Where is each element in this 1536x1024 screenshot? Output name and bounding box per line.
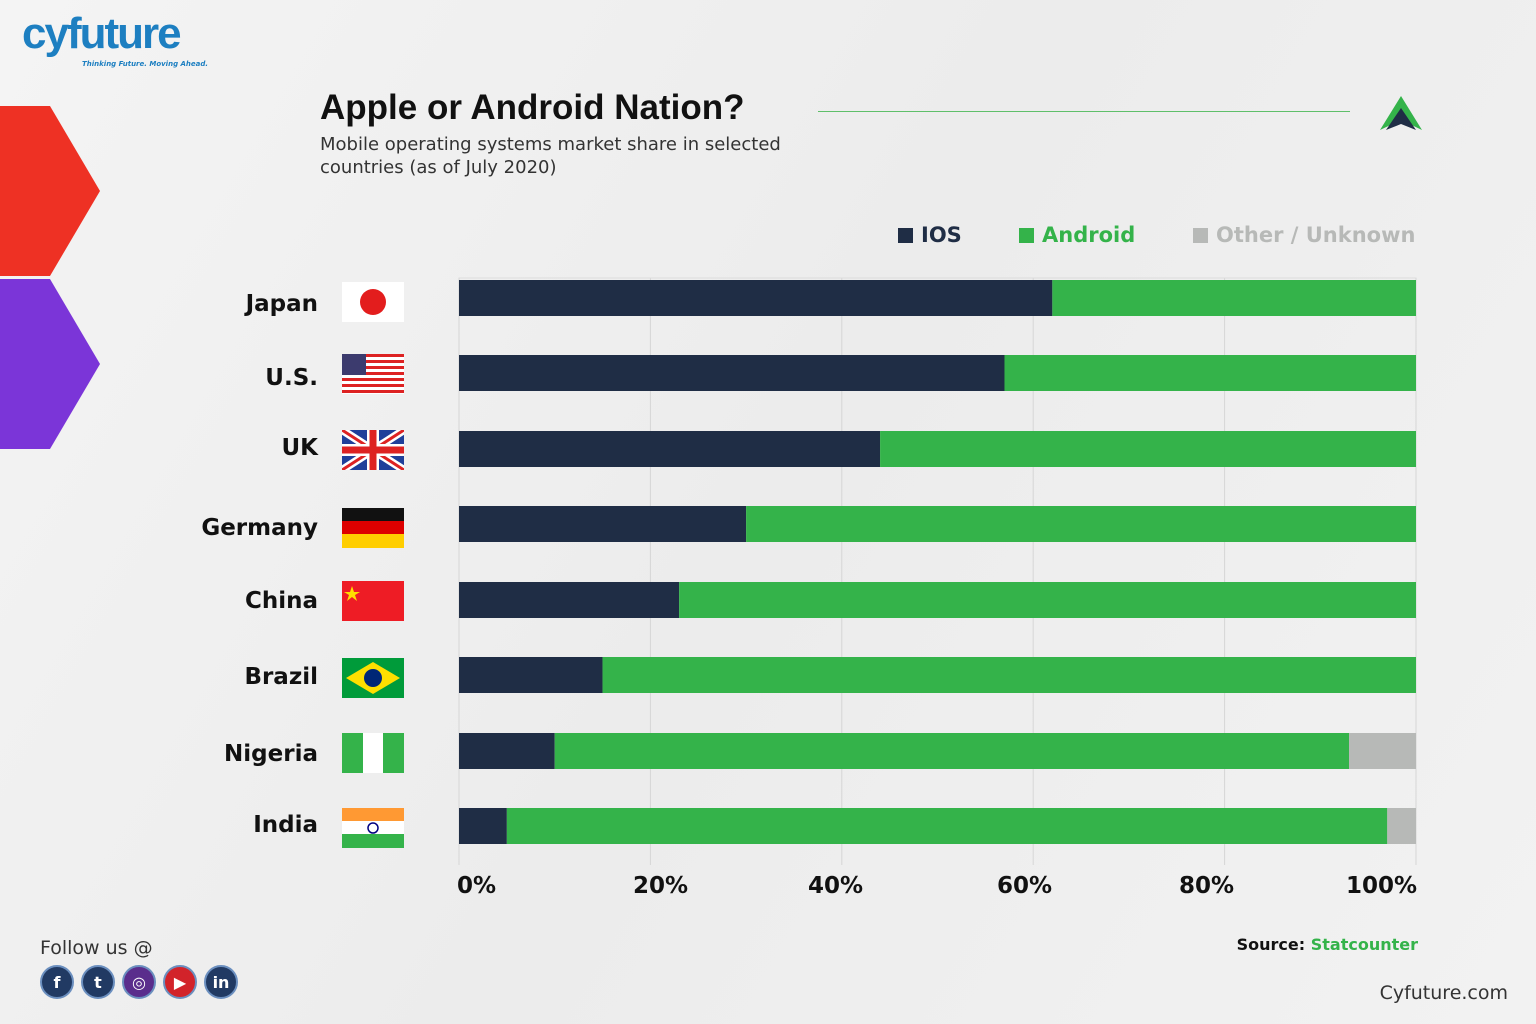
label-india: India [253, 812, 318, 838]
bar-uk-android [880, 431, 1416, 467]
label-us: U.S. [265, 365, 318, 391]
tick-20: 20% [633, 873, 689, 899]
flag-us-icon [342, 354, 404, 394]
bar-japan-android [1052, 280, 1416, 316]
bar-us-android [1004, 355, 1416, 391]
bar-germany-ios [459, 506, 747, 542]
divider [818, 111, 1350, 112]
website: Cyfuture.com [1379, 982, 1508, 1004]
facebook-icon[interactable]: f [40, 965, 74, 999]
legend-ios: IOS [898, 222, 962, 248]
tagline: Thinking Future. Moving Ahead. [82, 60, 209, 68]
flag-china-icon [342, 581, 404, 621]
tick-80: 80% [1179, 873, 1235, 899]
label-china: China [244, 588, 318, 614]
chart-title: Apple or Android Nation? [320, 88, 745, 127]
follow-label: Follow us @ [40, 937, 153, 959]
flag-nigeria-icon [342, 733, 404, 773]
bar-india-android [506, 808, 1388, 844]
bar-china-ios [459, 582, 680, 618]
bar-nigeria-other [1349, 733, 1416, 769]
bar-germany-android [746, 506, 1416, 542]
bar-uk-ios [459, 431, 881, 467]
twitter-icon[interactable]: t [81, 965, 115, 999]
bar-india-ios [459, 808, 507, 844]
bar-brazil-ios [459, 657, 603, 693]
flag-japan-icon [342, 282, 404, 322]
bar-japan-ios [459, 280, 1053, 316]
label-nigeria: Nigeria [224, 741, 318, 767]
youtube-icon[interactable]: ▶ [163, 965, 197, 999]
label-brazil: Brazil [244, 664, 318, 690]
instagram-icon[interactable]: ◎ [122, 965, 156, 999]
logo: cyfuture [22, 9, 182, 58]
bar-china-android [679, 582, 1416, 618]
flag-germany-icon [342, 508, 404, 548]
bar-nigeria-ios [459, 733, 555, 769]
tick-40: 40% [808, 873, 864, 899]
label-germany: Germany [201, 515, 318, 541]
source: Source: Statcounter [1237, 935, 1418, 955]
chart-subtitle: Mobile operating systems market share in… [320, 134, 781, 178]
legend-other: Other / Unknown [1193, 222, 1415, 248]
source-label: Source: [1236, 935, 1306, 954]
label-japan: Japan [245, 291, 318, 317]
bar-brazil-android [602, 657, 1416, 693]
legend-android: Android [1019, 222, 1135, 248]
tick-100: 100% [1346, 873, 1418, 899]
bar-nigeria-android [554, 733, 1350, 769]
tick-0: 0% [457, 873, 497, 899]
linkedin-icon[interactable]: in [204, 965, 238, 999]
tick-60: 60% [997, 873, 1053, 899]
source-link[interactable]: Statcounter [1310, 935, 1418, 954]
bar-us-ios [459, 355, 1005, 391]
flag-uk-icon [342, 430, 404, 470]
flag-brazil-icon [342, 658, 404, 698]
arrow-logo-icon [1380, 96, 1422, 130]
flag-india-icon [342, 808, 404, 848]
label-uk: UK [281, 435, 319, 461]
bar-india-other [1387, 808, 1416, 844]
